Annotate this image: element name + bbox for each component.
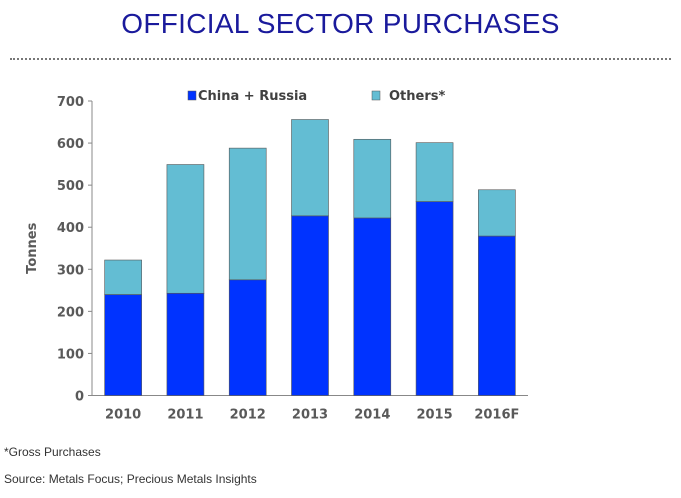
x-tick-label: 2016F <box>474 408 519 423</box>
y-tick-label: 700 <box>57 95 84 110</box>
bar-others-2011 <box>166 164 205 294</box>
x-tick-label: 2014 <box>354 408 390 423</box>
bar-china-russia-2010 <box>104 294 142 396</box>
legend-swatch-china-russia <box>187 90 197 101</box>
footnote: *Gross Purchases <box>4 445 101 459</box>
x-tick-label: 2011 <box>167 408 203 423</box>
y-tick-label: 200 <box>57 305 84 320</box>
y-tick-label: 500 <box>57 179 84 194</box>
bar-others-2012 <box>228 147 267 281</box>
y-tick-label: 0 <box>75 390 84 405</box>
bar-china-russia-2016F <box>478 235 516 396</box>
source-note: Source: Metals Focus; Precious Metals In… <box>4 472 257 486</box>
legend-label: China + Russia <box>198 89 307 104</box>
bar-others-2016F <box>478 189 516 237</box>
y-tick-label: 100 <box>57 347 84 362</box>
x-tick-label: 2015 <box>416 408 452 423</box>
bar-china-russia-2011 <box>166 292 205 396</box>
bar-others-2014 <box>353 138 392 219</box>
dotted-divider <box>10 58 671 60</box>
bar-china-russia-2015 <box>415 201 454 396</box>
bar-others-2015 <box>415 142 454 202</box>
y-tick-label: 600 <box>57 137 84 152</box>
x-tick-label: 2013 <box>292 408 328 423</box>
legend-swatch-others <box>371 90 381 101</box>
page-title: OFFICIAL SECTOR PURCHASES <box>121 8 560 39</box>
y-tick-label: 300 <box>57 263 84 278</box>
bar-china-russia-2014 <box>353 217 392 396</box>
bar-china-russia-2013 <box>291 215 329 396</box>
legend-label: Others* <box>389 89 445 104</box>
bar-china-russia-2012 <box>228 279 267 396</box>
bar-others-2013 <box>291 119 329 217</box>
y-axis-label: Tonnes <box>25 222 40 273</box>
x-tick-label: 2012 <box>230 408 266 423</box>
y-tick-label: 400 <box>57 221 84 236</box>
x-tick-label: 2010 <box>105 408 141 423</box>
bar-others-2010 <box>104 259 142 295</box>
